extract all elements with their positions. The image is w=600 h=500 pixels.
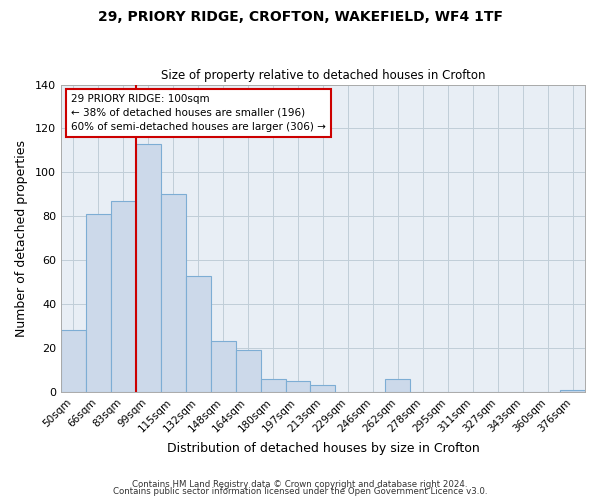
Bar [385, 379, 410, 392]
Title: Size of property relative to detached houses in Crofton: Size of property relative to detached ho… [161, 69, 485, 82]
Bar [161, 194, 186, 392]
Text: 29 PRIORY RIDGE: 100sqm
← 38% of detached houses are smaller (196)
60% of semi-d: 29 PRIORY RIDGE: 100sqm ← 38% of detache… [71, 94, 326, 132]
Y-axis label: Number of detached properties: Number of detached properties [15, 140, 28, 337]
Bar [260, 379, 286, 392]
Bar [236, 350, 260, 392]
X-axis label: Distribution of detached houses by size in Crofton: Distribution of detached houses by size … [167, 442, 479, 455]
Bar [286, 381, 310, 392]
Text: Contains public sector information licensed under the Open Government Licence v3: Contains public sector information licen… [113, 488, 487, 496]
Bar [136, 144, 161, 392]
Text: Contains HM Land Registry data © Crown copyright and database right 2024.: Contains HM Land Registry data © Crown c… [132, 480, 468, 489]
Bar [560, 390, 585, 392]
Bar [86, 214, 111, 392]
Bar [111, 201, 136, 392]
Bar [310, 386, 335, 392]
Bar [211, 342, 236, 392]
Text: 29, PRIORY RIDGE, CROFTON, WAKEFIELD, WF4 1TF: 29, PRIORY RIDGE, CROFTON, WAKEFIELD, WF… [97, 10, 503, 24]
Bar [61, 330, 86, 392]
Bar [186, 276, 211, 392]
